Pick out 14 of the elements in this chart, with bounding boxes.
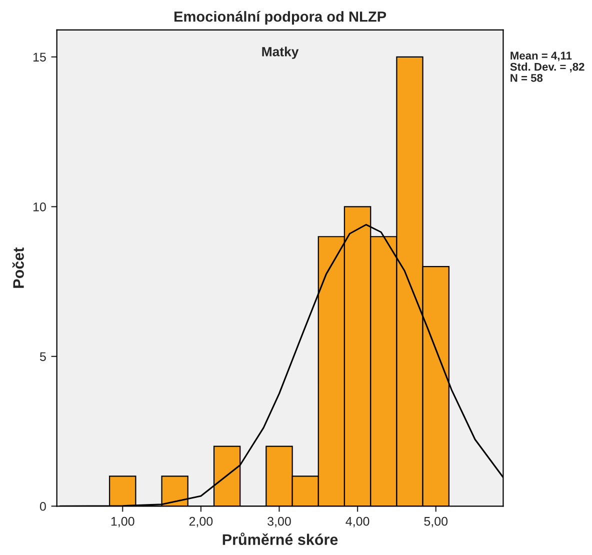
x-tick-label: 4,00 [346,516,370,528]
annotation: Matky [262,46,299,59]
x-axis-title: Průměrné skóre [222,532,338,546]
x-tick-label: 2,00 [189,516,213,528]
y-tick-label: 5 [40,352,46,362]
text: Mean = 4,11 Std. Dev. = ,82 N = 58 [510,52,584,82]
x-tick-label: 1,00 [111,516,134,528]
x-tick-label: 3,00 [268,516,291,528]
y-tick-label: 10 [33,202,46,212]
chart-title: Emocionální podpora od NLZP [174,10,386,25]
y-tick-label: 15 [33,52,46,62]
y-tick-label: 0 [40,502,46,511]
y-axis-title: Počet [12,247,24,288]
x-tick-label: 5,00 [424,516,448,528]
